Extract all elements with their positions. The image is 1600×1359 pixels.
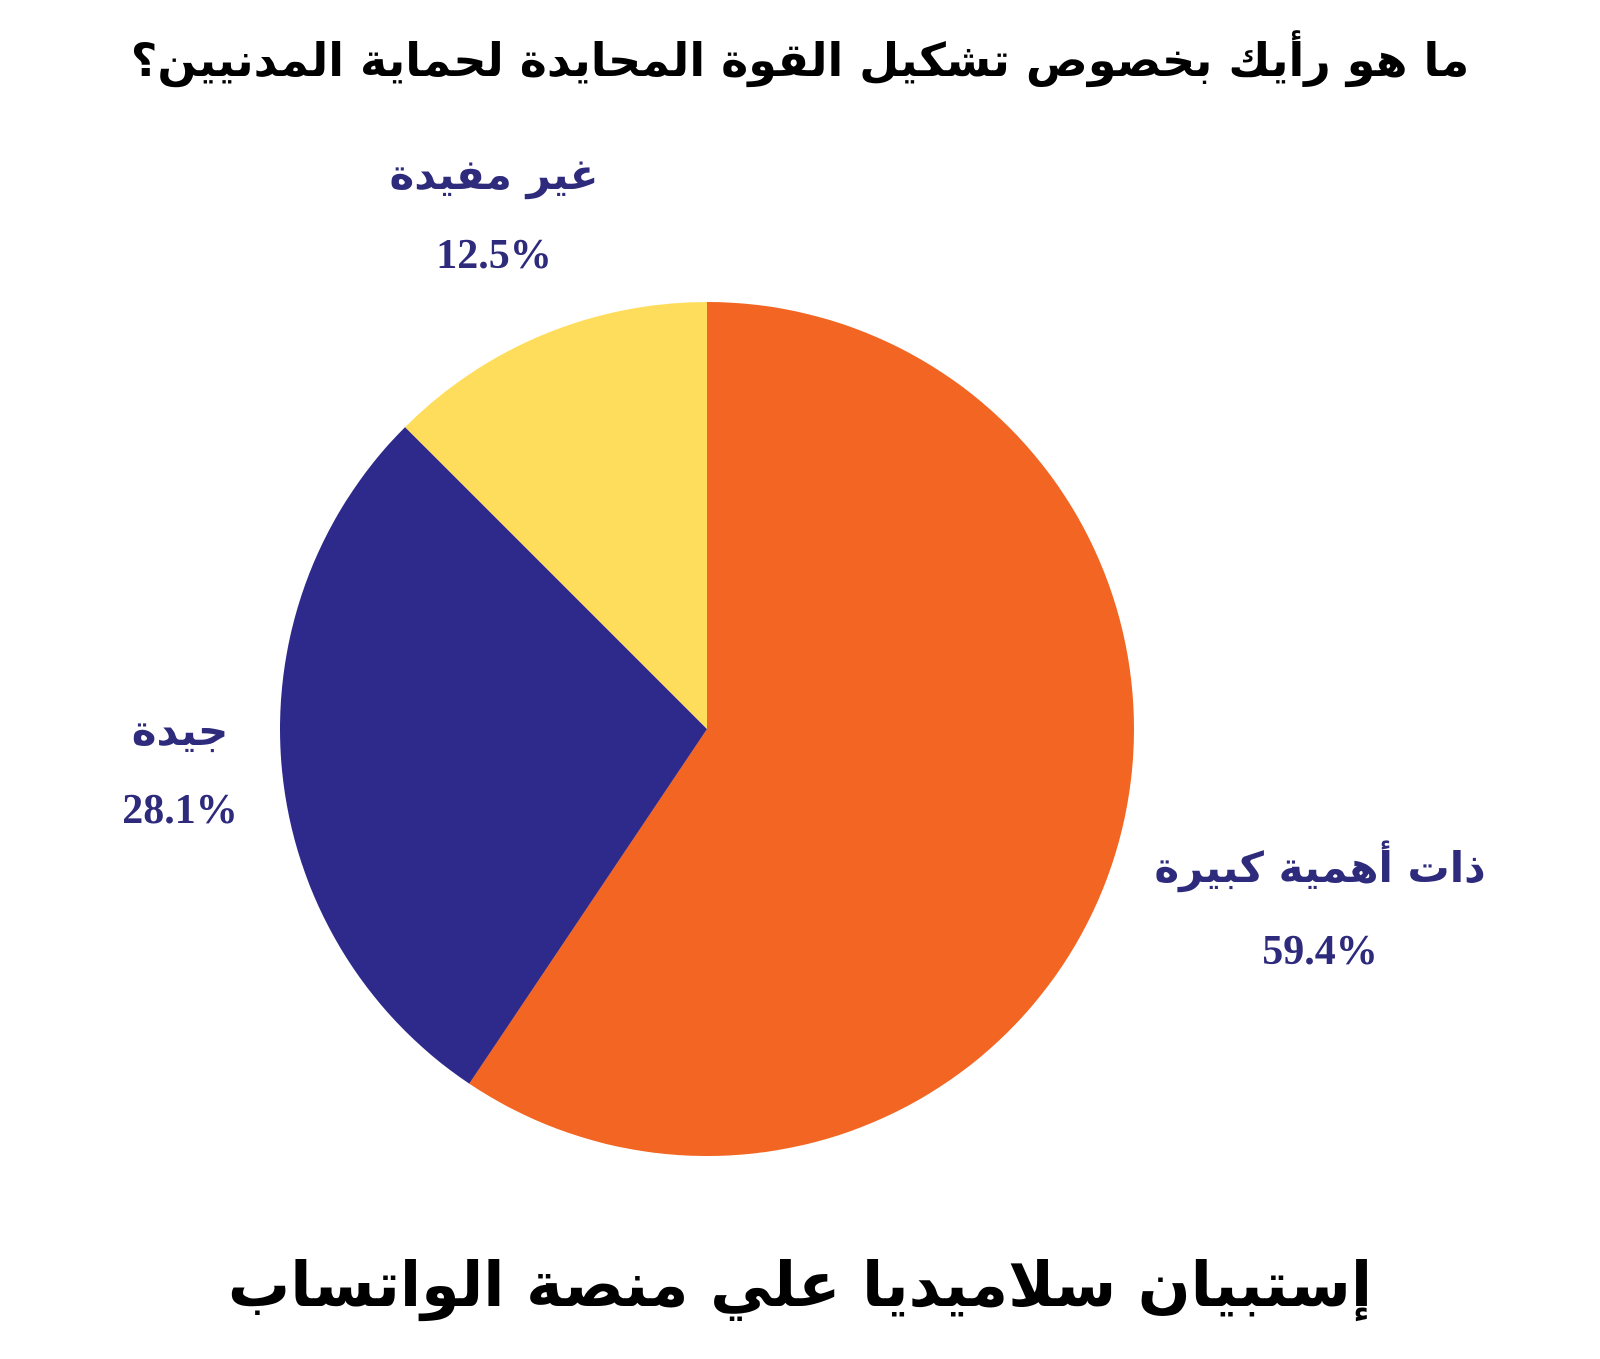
chart-title: ما هو رأيك بخصوص تشكيل القوة المحايدة لح…	[131, 30, 1470, 87]
pie-labels: ذات أهمية كبيرة 59.4% جيدة 28.1% غير مفيدة 12…	[122, 150, 1485, 974]
slice-large-importance	[469, 302, 1135, 1156]
pie-slices	[280, 302, 1135, 1156]
slice-not-useful-value: 12.5%	[436, 232, 552, 278]
slice-not-useful-label: غير مفيدة	[389, 150, 598, 200]
slice-good-label: جيدة	[132, 706, 228, 755]
chart-subtitle: إستبيان سلاميديا علي منصة الواتساب	[228, 1248, 1372, 1321]
slice-good-value: 28.1%	[122, 787, 238, 833]
slice-large-importance-label: ذات أهمية كبيرة	[1154, 840, 1485, 893]
slice-good	[280, 427, 707, 1084]
slice-not-useful	[405, 302, 707, 729]
slice-large-importance-value: 59.4%	[1262, 928, 1378, 974]
